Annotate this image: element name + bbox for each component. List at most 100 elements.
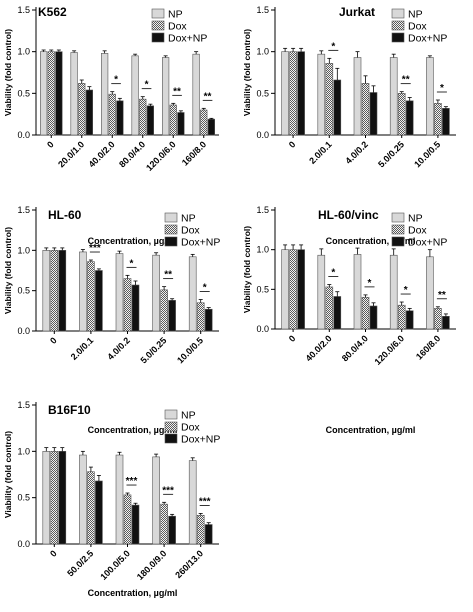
legend-swatch [164, 212, 178, 223]
x-axis-label: Concentration, µg/ml [88, 236, 178, 246]
bar [79, 454, 87, 545]
y-axis-label: Viability (fold control) [3, 431, 13, 518]
significance-label: ** [173, 86, 181, 97]
bar [177, 112, 185, 136]
chart-title: HL-60/vinc [318, 208, 379, 222]
bar [204, 524, 213, 545]
x-tick-label: 2.0/0.1 [307, 139, 334, 166]
x-tick-label: 4.0/0.2 [343, 139, 370, 166]
x-tick-label: 50.0/2.5 [65, 548, 95, 578]
bar [123, 278, 132, 332]
x-tick-label: 20.0/1.0 [56, 139, 86, 169]
x-tick-label: 160/8.0 [180, 139, 208, 167]
bar [42, 451, 51, 545]
y-tick-label: 0.5 [17, 493, 30, 503]
bar [333, 79, 342, 136]
bar [289, 51, 297, 136]
bar [85, 89, 93, 136]
significance-label: * [331, 268, 335, 279]
bar [297, 51, 305, 136]
bar [204, 308, 213, 332]
bar [79, 251, 87, 332]
bar [78, 83, 86, 136]
bar [58, 250, 67, 332]
bar [200, 109, 208, 136]
bar [47, 51, 55, 136]
legend-label: NP [181, 213, 196, 225]
bar [101, 53, 109, 136]
x-tick-label: 5.0/0.25 [376, 139, 406, 169]
x-tick-label: 40.0/2.0 [304, 333, 334, 363]
legend-swatch [151, 32, 165, 43]
significance-label: * [368, 278, 372, 289]
significance-label: * [203, 283, 207, 294]
legend-swatch [164, 409, 178, 420]
bar [188, 256, 197, 332]
legend-label: Dox+NP [181, 237, 220, 249]
significance-label: * [114, 75, 118, 86]
bar [152, 456, 160, 545]
legend-swatch [391, 212, 405, 223]
x-tick-label: 0 [48, 335, 59, 346]
bar [87, 261, 95, 332]
bar [168, 300, 176, 332]
y-tick-label: 1.5 [17, 400, 30, 410]
bar [333, 296, 342, 330]
y-tick-label: 1.5 [256, 205, 269, 215]
x-axis-label: Concentration, µg/ml [326, 236, 416, 246]
bar [108, 93, 116, 136]
bar [152, 254, 160, 332]
y-tick-label: 1.0 [256, 245, 269, 255]
bar [192, 53, 200, 136]
bar [281, 51, 289, 136]
x-axis-label: Concentration, µg/ml [326, 425, 416, 435]
y-tick-label: 0.0 [17, 326, 30, 336]
bar [139, 98, 147, 136]
bar [50, 250, 59, 332]
y-tick-label: 1.5 [256, 5, 269, 15]
legend-swatch [391, 236, 405, 247]
y-tick-label: 1.5 [17, 205, 30, 215]
legend-label: Dox+NP [168, 33, 207, 45]
bar [160, 503, 168, 545]
legend-swatch [164, 224, 178, 235]
y-tick-label: 1.5 [17, 5, 30, 15]
legend-swatch [391, 32, 405, 43]
legend-swatch [164, 236, 178, 247]
significance-label: *** [126, 476, 138, 487]
significance-label: * [404, 285, 408, 296]
significance-label: ** [164, 270, 172, 281]
legend-label: Dox [408, 21, 427, 33]
bar [115, 253, 124, 332]
bar [58, 451, 67, 545]
x-tick-label: 160/8.0 [414, 333, 442, 361]
y-tick-label: 0.0 [17, 130, 30, 140]
y-tick-label: 1.0 [17, 47, 30, 57]
x-tick-label: 0 [287, 139, 298, 150]
bar [317, 53, 326, 136]
legend-swatch [391, 224, 405, 235]
y-tick-label: 0.5 [256, 88, 269, 98]
y-tick-label: 0.0 [256, 130, 269, 140]
bar [369, 92, 378, 136]
x-tick-label: 10.0/0.5 [175, 335, 205, 365]
bar [289, 249, 297, 330]
x-tick-label: 40.0/2.0 [87, 139, 117, 169]
y-tick-label: 1.0 [17, 446, 30, 456]
bar [426, 57, 434, 136]
y-tick-label: 0.0 [17, 539, 30, 549]
legend-label: Dox [168, 21, 187, 33]
x-tick-label: 120.0/6.0 [372, 333, 406, 367]
bar [42, 250, 51, 332]
x-tick-label: 0 [45, 139, 56, 150]
y-tick-label: 1.0 [17, 245, 30, 255]
x-tick-label: 10.0/0.5 [412, 139, 442, 169]
bar [50, 451, 59, 545]
bar [169, 104, 177, 136]
chart-title: K562 [38, 5, 67, 19]
legend-label: Dox [181, 422, 200, 434]
legend-label: NP [168, 9, 183, 21]
legend-label: NP [181, 410, 196, 422]
legend-swatch [164, 421, 178, 432]
